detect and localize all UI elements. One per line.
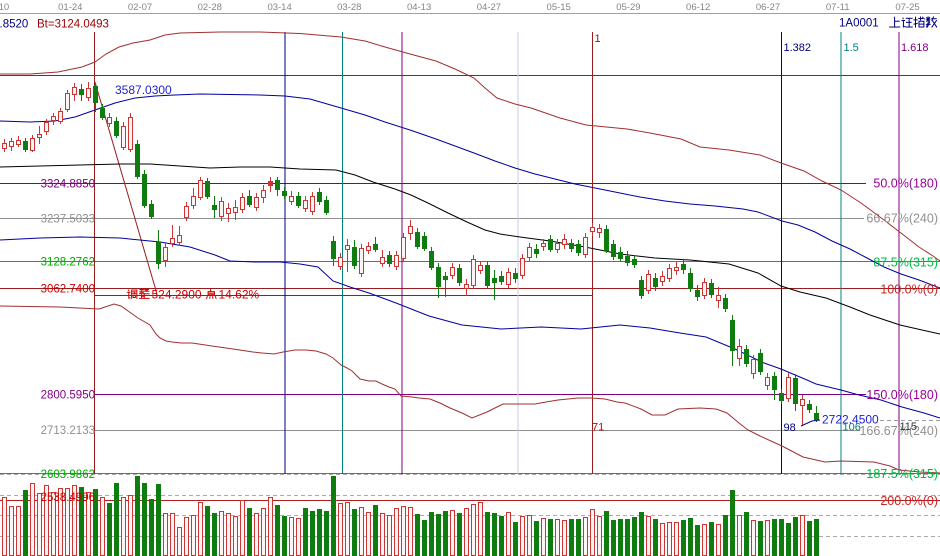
svg-text:166.67%(240): 166.67%(240) [859, 424, 938, 438]
svg-text:Bt=3124.0493: Bt=3124.0493 [37, 19, 109, 31]
svg-text:01-10: 01-10 [0, 2, 9, 13]
svg-text:106: 106 [843, 422, 861, 434]
svg-text:05-29: 05-29 [616, 2, 640, 13]
svg-text:200.0%(0): 200.0%(0) [880, 494, 938, 508]
svg-text:150.0%(180): 150.0%(180) [866, 388, 938, 402]
svg-text:3128.2762: 3128.2762 [41, 257, 95, 269]
svg-text:04-27: 04-27 [477, 2, 501, 13]
svg-text:14.62%: 14.62% [219, 288, 260, 302]
svg-text:3324.8850: 3324.8850 [41, 178, 95, 190]
svg-text:2538.4996: 2538.4996 [41, 492, 95, 504]
svg-text:2800.5950: 2800.5950 [41, 389, 95, 401]
svg-text:71: 71 [592, 422, 604, 434]
svg-text:06-27: 06-27 [756, 2, 780, 13]
svg-text:07-11: 07-11 [826, 2, 850, 13]
svg-text:1.618: 1.618 [901, 42, 929, 54]
svg-text:01-24: 01-24 [58, 2, 82, 13]
svg-text:115: 115 [900, 421, 918, 433]
svg-text:03-14: 03-14 [267, 2, 291, 13]
svg-text:187.5%(315): 187.5%(315) [866, 467, 938, 481]
svg-text:3237.5033: 3237.5033 [41, 214, 95, 226]
svg-text:1: 1 [595, 33, 601, 45]
svg-text:2713.2133: 2713.2133 [41, 425, 95, 437]
svg-text:03-28: 03-28 [337, 2, 361, 13]
svg-text:3062.7400: 3062.7400 [41, 283, 95, 295]
svg-text:50.0%(180): 50.0%(180) [873, 176, 938, 190]
svg-text:.8520: .8520 [0, 19, 28, 31]
svg-text:100.0%(0): 100.0%(0) [880, 282, 938, 296]
svg-text:1A0001: 1A0001 [839, 18, 879, 30]
svg-text:3587.0300: 3587.0300 [115, 83, 172, 97]
svg-text:1.382: 1.382 [784, 42, 812, 54]
svg-text:1.5: 1.5 [844, 42, 859, 54]
svg-text:04-13: 04-13 [407, 2, 431, 13]
svg-text:06-12: 06-12 [686, 2, 710, 13]
svg-text:05-15: 05-15 [547, 2, 571, 13]
svg-text:02-28: 02-28 [198, 2, 222, 13]
svg-text:2603.9862: 2603.9862 [41, 469, 95, 481]
svg-text:66.67%(240): 66.67%(240) [866, 212, 938, 226]
svg-text:87.5%(315): 87.5%(315) [873, 256, 938, 270]
svg-text:2722.4500: 2722.4500 [822, 413, 879, 427]
svg-text:02-07: 02-07 [128, 2, 152, 13]
svg-text:524.2900: 524.2900 [152, 288, 202, 302]
svg-text:98: 98 [784, 422, 796, 434]
svg-text:07-25: 07-25 [895, 2, 919, 13]
